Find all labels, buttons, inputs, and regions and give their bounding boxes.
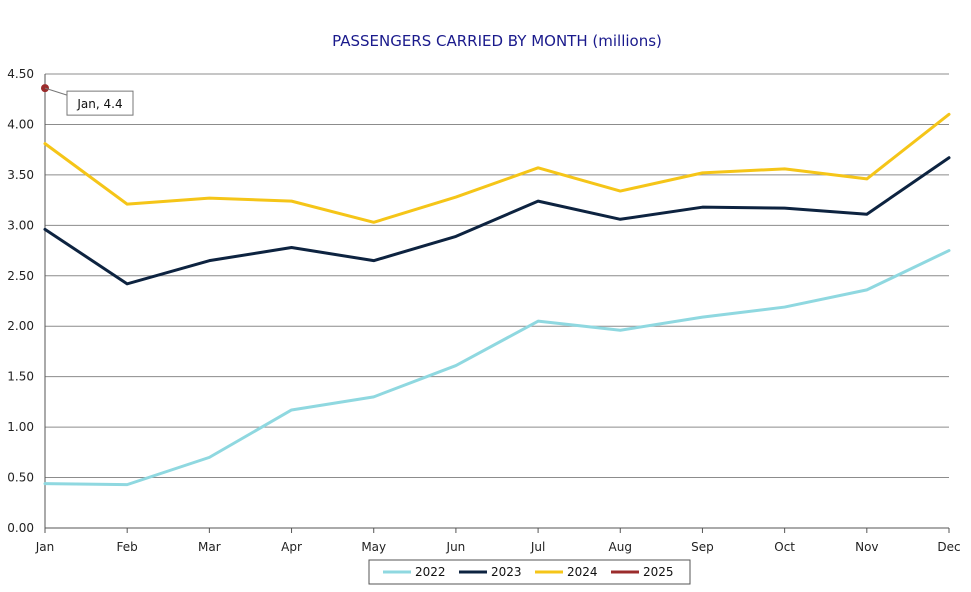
y-tick-label: 2.50 <box>7 269 34 283</box>
callout-box <box>66 90 134 116</box>
y-tick-label: 2.00 <box>7 319 34 333</box>
legend-label-2025: 2025 <box>643 565 674 579</box>
legend: 2022 2023 2024 2025 <box>368 559 691 585</box>
x-tick-label: May <box>361 540 386 554</box>
y-tick-label: 0.00 <box>7 521 34 535</box>
x-tick-label: Jun <box>446 540 466 554</box>
x-tick-label: Jan <box>35 540 55 554</box>
x-axis-tick-labels: Jan Feb Mar Apr May Jun Jul Aug Sep Oct Nov Dec <box>35 528 961 554</box>
x-tick-label: Jul <box>530 540 545 554</box>
x-tick-label: Nov <box>855 540 878 554</box>
legend-label-2023: 2023 <box>491 565 522 579</box>
y-tick-label: 1.00 <box>7 420 34 434</box>
gridlines <box>44 73 949 529</box>
x-tick-label: Dec <box>937 540 960 554</box>
series-lines <box>41 84 951 487</box>
y-tick-label: 0.50 <box>7 471 34 485</box>
y-tick-label: 3.00 <box>7 218 34 232</box>
x-tick-label: Apr <box>281 540 302 554</box>
y-tick-label: 4.00 <box>7 117 34 131</box>
y-tick-label: 3.50 <box>7 168 34 182</box>
legend-label-2024: 2024 <box>567 565 598 579</box>
series-line-2023 <box>43 156 951 286</box>
callout-label: Jan, 4.4 <box>76 97 122 111</box>
y-tick-label: 4.50 <box>7 67 34 81</box>
x-tick-label: Feb <box>117 540 138 554</box>
legend-label-2022: 2022 <box>415 565 446 579</box>
y-tick-label: 1.50 <box>7 370 34 384</box>
y-axis-tick-labels: 0.00 0.50 1.00 1.50 2.00 2.50 3.00 3.50 4.00 4.50 <box>7 67 34 535</box>
x-tick-label: Oct <box>774 540 795 554</box>
data-callout: Jan, 4.4 <box>44 87 134 116</box>
chart-title: PASSENGERS CARRIED BY MONTH (millions) <box>332 32 662 50</box>
callout-leader-line <box>44 87 68 96</box>
series-line-2024 <box>43 112 951 224</box>
x-tick-label: Aug <box>609 540 632 554</box>
x-tick-label: Sep <box>691 540 714 554</box>
x-tick-label: Mar <box>198 540 221 554</box>
series-line-2022 <box>43 249 951 487</box>
